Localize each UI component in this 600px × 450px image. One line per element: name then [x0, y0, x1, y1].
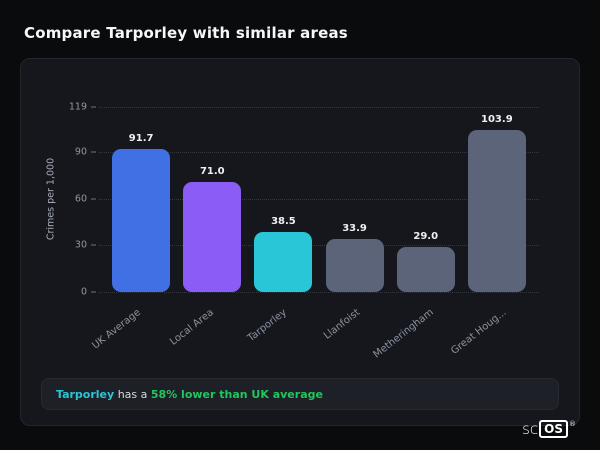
chart-card: Crimes per 1,000 0 30 60 90 119 91.7 71.0 38.5 3…	[20, 58, 580, 426]
summary-banner: Tarporley has a 58% lower than UK averag…	[41, 378, 559, 410]
summary-middle-text: has a	[114, 387, 151, 401]
gridline	[99, 152, 539, 154]
scos-logo: sc OS ®	[522, 420, 576, 438]
scos-logo-boxed: OS	[539, 420, 568, 438]
y-tick-mark	[91, 291, 96, 293]
summary-stat-text: 58% lower than UK average	[150, 387, 323, 401]
gridline	[99, 245, 539, 247]
bar[interactable]	[467, 130, 526, 292]
bar-value-label: 91.7	[128, 133, 154, 145]
bar-value-label: 103.9	[481, 114, 513, 126]
bar-value-label: 71.0	[199, 165, 225, 177]
bar[interactable]	[325, 239, 384, 292]
scos-logo-prefix: sc	[522, 420, 539, 438]
y-tick-label: 90	[74, 146, 87, 158]
bars-container: 91.7 71.0 38.5 33.9 29.0 103.9	[99, 107, 539, 292]
bar[interactable]	[254, 232, 313, 292]
registered-trademark-icon: ®	[569, 420, 576, 428]
y-axis-label: Crimes per 1,000	[45, 157, 57, 241]
y-tick-label: 119	[68, 101, 87, 113]
gridline	[99, 292, 539, 293]
bar-group: 38.5	[254, 107, 313, 292]
bar-group: 33.9	[325, 107, 384, 292]
x-axis-labels: UK Average Local Area Tarporley Llanfoist Me…	[90, 297, 539, 372]
bar-value-label: 38.5	[271, 216, 296, 228]
bar[interactable]	[183, 181, 242, 292]
x-tick-label: Llanfoist	[322, 307, 363, 342]
x-tick-label: Local Area	[167, 307, 216, 348]
x-tick-label: Great Houg...	[449, 307, 510, 357]
bar-group: 91.7	[112, 107, 171, 292]
bar-group: 103.9	[467, 107, 526, 292]
y-tick-mark	[91, 198, 96, 200]
bar-group: 71.0	[183, 107, 242, 292]
gridline	[99, 107, 539, 108]
y-tick-label: 0	[80, 286, 87, 298]
bar-value-label: 33.9	[342, 223, 367, 235]
y-tick-mark	[91, 106, 96, 108]
y-tick-label: 30	[74, 239, 87, 251]
y-tick-mark	[91, 244, 96, 246]
page-title: Compare Tarporley with similar areas	[24, 24, 348, 42]
bar-group: 29.0	[396, 107, 455, 292]
x-tick-label: Tarporley	[245, 307, 290, 345]
x-tick-label: UK Average	[89, 307, 143, 352]
x-tick-label: Metheringham	[371, 307, 436, 361]
summary-area-name: Tarporley	[56, 387, 115, 401]
bar[interactable]	[396, 246, 455, 292]
bar[interactable]	[112, 149, 171, 292]
y-tick-mark	[91, 151, 96, 153]
plot-area: 0 30 60 90 119 91.7 71.0 38.5 33.9 29.0 103.9	[69, 102, 539, 298]
gridline	[99, 198, 539, 200]
bar-value-label: 29.0	[413, 230, 439, 242]
y-tick-label: 60	[74, 193, 87, 205]
